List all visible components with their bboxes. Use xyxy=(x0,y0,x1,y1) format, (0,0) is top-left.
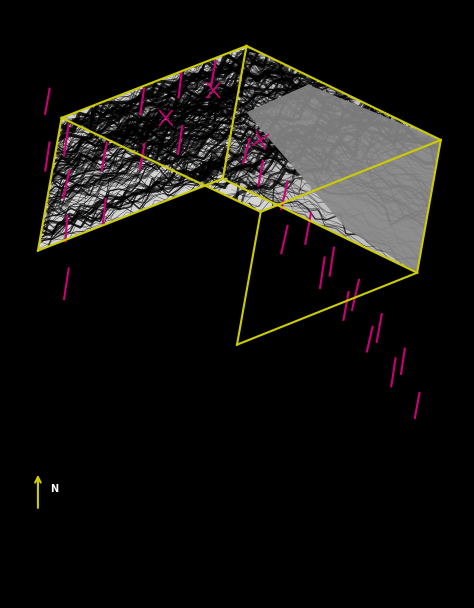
Polygon shape xyxy=(38,46,246,250)
Polygon shape xyxy=(62,46,441,212)
Polygon shape xyxy=(223,46,441,273)
Polygon shape xyxy=(246,85,441,273)
Polygon shape xyxy=(38,46,246,250)
Polygon shape xyxy=(223,46,441,273)
Text: N: N xyxy=(50,483,58,494)
Polygon shape xyxy=(62,46,441,212)
Text: Continued from Page 12: Continued from Page 12 xyxy=(5,12,140,21)
Text: Figure 12. 3D rose diagrams merged with a truncated coherence volume. This: Figure 12. 3D rose diagrams merged with … xyxy=(5,581,413,590)
